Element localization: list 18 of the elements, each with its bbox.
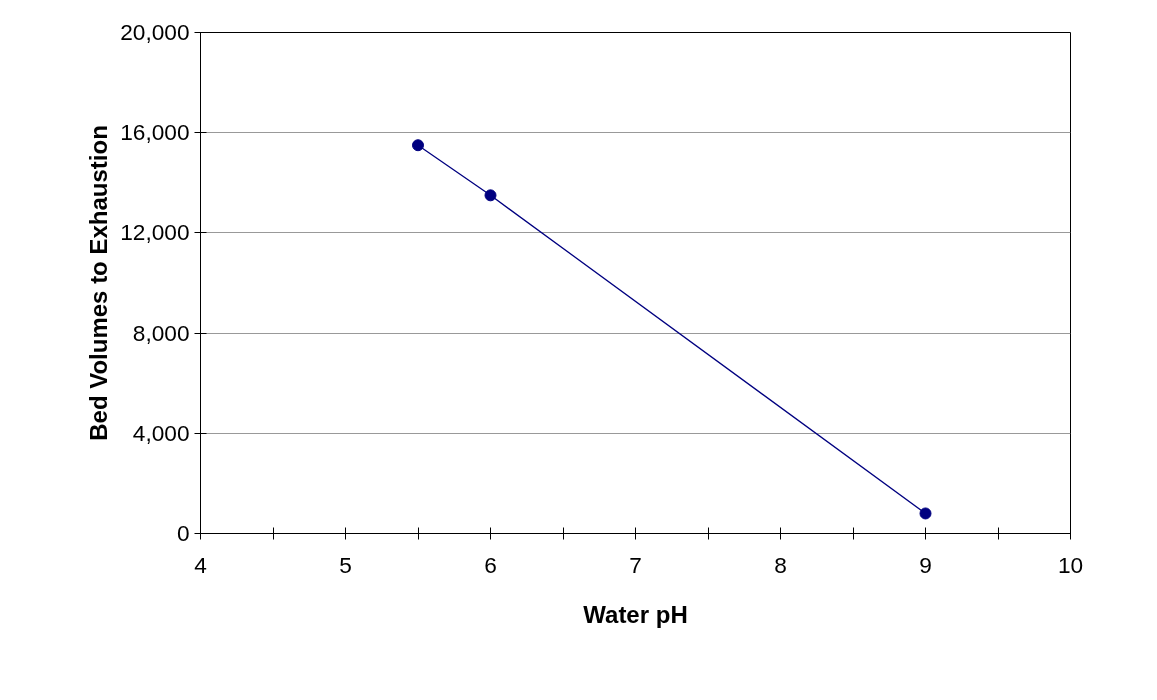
y-axis-title: Bed Volumes to Exhaustion — [85, 125, 113, 441]
y-tick-label: 0 — [176, 520, 190, 546]
x-tick-label: 8 — [774, 551, 787, 578]
x-tick-label: 6 — [484, 551, 497, 578]
y-tick-label: 8,000 — [132, 319, 190, 346]
point — [412, 139, 424, 152]
x-tick-label: 7 — [629, 551, 642, 578]
point — [484, 189, 497, 202]
point — [919, 507, 932, 520]
y-tick-label: 20,000 — [120, 19, 190, 45]
x-tick-label: 9 — [919, 551, 932, 578]
x-tick-label: 5 — [339, 551, 352, 578]
x-tick-label: 4 — [194, 551, 207, 578]
y-tick-label: 4,000 — [132, 419, 190, 446]
y-tick-label: 16,000 — [120, 119, 190, 146]
x-axis-title: Water pH — [583, 600, 688, 628]
x-tick-label: 10 — [1057, 551, 1084, 578]
y-tick-label: 12,000 — [120, 219, 190, 246]
